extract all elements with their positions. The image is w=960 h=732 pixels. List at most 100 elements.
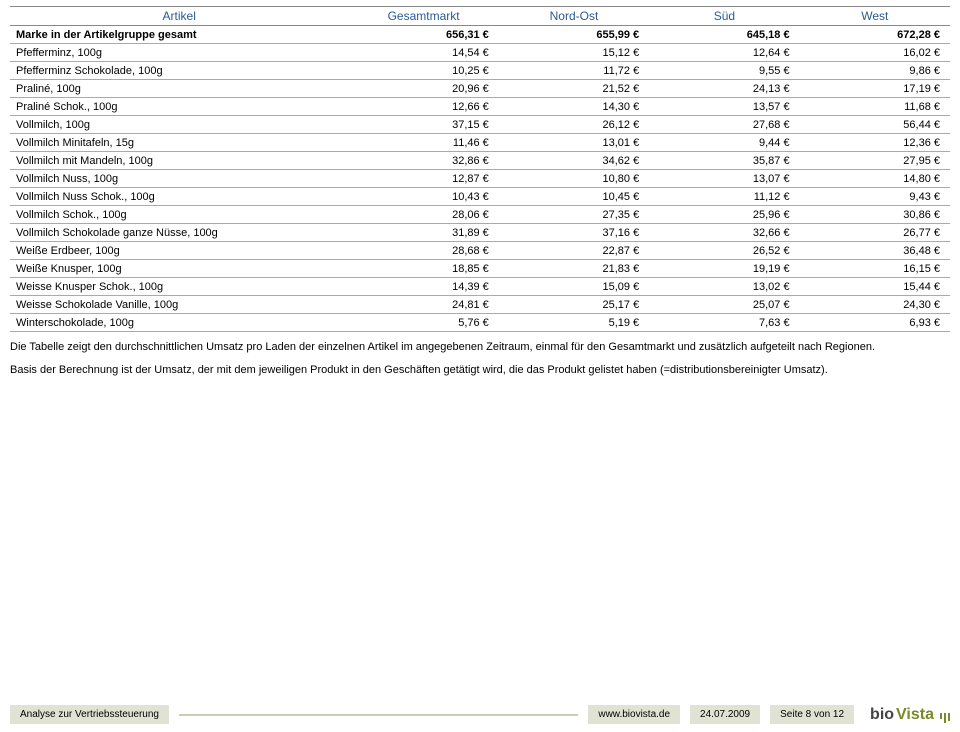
cell-value: 20,96 € [348,80,498,98]
cell-value: 9,43 € [800,188,950,206]
cell-value: 12,64 € [649,44,799,62]
table-row: Marke in der Artikelgruppe gesamt656,31 … [10,26,950,44]
logo-bars-icon [940,713,950,723]
cell-artikel: Vollmilch Nuss Schok., 100g [10,188,348,206]
cell-value: 28,06 € [348,206,498,224]
cell-value: 12,66 € [348,98,498,116]
cell-value: 5,76 € [348,314,498,332]
cell-value: 26,77 € [800,224,950,242]
cell-value: 19,19 € [649,260,799,278]
footer-separator [179,714,578,716]
cell-value: 13,01 € [499,134,649,152]
cell-value: 9,86 € [800,62,950,80]
cell-value: 36,48 € [800,242,950,260]
cell-value: 10,45 € [499,188,649,206]
cell-value: 10,80 € [499,170,649,188]
cell-value: 16,15 € [800,260,950,278]
cell-artikel: Vollmilch Minitafeln, 15g [10,134,348,152]
page-footer: Analyse zur Vertriebssteuerung www.biovi… [10,705,950,724]
cell-value: 32,86 € [348,152,498,170]
footer-page: Seite 8 von 12 [770,705,854,724]
cell-value: 56,44 € [800,116,950,134]
cell-value: 14,54 € [348,44,498,62]
table-row: Praliné Schok., 100g12,66 €14,30 €13,57 … [10,98,950,116]
cell-value: 11,12 € [649,188,799,206]
table-header-row: Artikel Gesamtmarkt Nord-Ost Süd West [10,7,950,26]
cell-value: 10,43 € [348,188,498,206]
cell-value: 9,55 € [649,62,799,80]
cell-value: 14,80 € [800,170,950,188]
table-row: Weisse Knusper Schok., 100g14,39 €15,09 … [10,278,950,296]
cell-value: 32,66 € [649,224,799,242]
cell-artikel: Praliné Schok., 100g [10,98,348,116]
cell-value: 21,83 € [499,260,649,278]
cell-value: 24,13 € [649,80,799,98]
cell-artikel: Weiße Erdbeer, 100g [10,242,348,260]
cell-artikel: Vollmilch Nuss, 100g [10,170,348,188]
cell-value: 14,30 € [499,98,649,116]
cell-artikel: Vollmilch, 100g [10,116,348,134]
cell-value: 27,95 € [800,152,950,170]
footer-url: www.biovista.de [588,705,680,724]
table-row: Vollmilch, 100g37,15 €26,12 €27,68 €56,4… [10,116,950,134]
cell-value: 18,85 € [348,260,498,278]
cell-value: 25,17 € [499,296,649,314]
table-row: Weiße Erdbeer, 100g28,68 €22,87 €26,52 €… [10,242,950,260]
note-paragraph: Die Tabelle zeigt den durchschnittlichen… [10,340,950,355]
cell-artikel: Weisse Knusper Schok., 100g [10,278,348,296]
logo-text-vista: Vista [896,706,934,724]
cell-value: 30,86 € [800,206,950,224]
table-row: Vollmilch Nuss Schok., 100g10,43 €10,45 … [10,188,950,206]
cell-value: 672,28 € [800,26,950,44]
cell-value: 27,68 € [649,116,799,134]
cell-value: 27,35 € [499,206,649,224]
table-row: Vollmilch Minitafeln, 15g11,46 €13,01 €9… [10,134,950,152]
cell-value: 16,02 € [800,44,950,62]
cell-value: 12,36 € [800,134,950,152]
cell-value: 21,52 € [499,80,649,98]
cell-value: 26,12 € [499,116,649,134]
cell-value: 37,15 € [348,116,498,134]
cell-value: 34,62 € [499,152,649,170]
sales-table: Artikel Gesamtmarkt Nord-Ost Süd West Ma… [10,6,950,332]
col-gesamtmarkt: Gesamtmarkt [348,7,498,26]
notes-block: Die Tabelle zeigt den durchschnittlichen… [10,340,950,378]
table-row: Vollmilch Nuss, 100g12,87 €10,80 €13,07 … [10,170,950,188]
cell-artikel: Weisse Schokolade Vanille, 100g [10,296,348,314]
table-row: Praliné, 100g20,96 €21,52 €24,13 €17,19 … [10,80,950,98]
cell-artikel: Winterschokolade, 100g [10,314,348,332]
cell-value: 22,87 € [499,242,649,260]
table-row: Pfefferminz, 100g14,54 €15,12 €12,64 €16… [10,44,950,62]
col-sued: Süd [649,7,799,26]
cell-value: 15,09 € [499,278,649,296]
cell-value: 35,87 € [649,152,799,170]
cell-artikel: Weiße Knusper, 100g [10,260,348,278]
cell-value: 11,68 € [800,98,950,116]
cell-value: 6,93 € [800,314,950,332]
table-row: Weiße Knusper, 100g18,85 €21,83 €19,19 €… [10,260,950,278]
table-row: Vollmilch Schok., 100g28,06 €27,35 €25,9… [10,206,950,224]
cell-value: 15,44 € [800,278,950,296]
biovista-logo: bioVista [864,706,950,724]
cell-artikel: Pfefferminz, 100g [10,44,348,62]
cell-artikel: Vollmilch mit Mandeln, 100g [10,152,348,170]
table-row: Pfefferminz Schokolade, 100g10,25 €11,72… [10,62,950,80]
table-row: Weisse Schokolade Vanille, 100g24,81 €25… [10,296,950,314]
cell-value: 25,96 € [649,206,799,224]
cell-value: 13,02 € [649,278,799,296]
cell-value: 5,19 € [499,314,649,332]
cell-value: 31,89 € [348,224,498,242]
table-row: Vollmilch mit Mandeln, 100g32,86 €34,62 … [10,152,950,170]
cell-value: 24,30 € [800,296,950,314]
cell-value: 655,99 € [499,26,649,44]
cell-value: 9,44 € [649,134,799,152]
cell-value: 24,81 € [348,296,498,314]
cell-value: 10,25 € [348,62,498,80]
footer-date: 24.07.2009 [690,705,760,724]
cell-value: 17,19 € [800,80,950,98]
cell-value: 11,46 € [348,134,498,152]
cell-artikel: Vollmilch Schokolade ganze Nüsse, 100g [10,224,348,242]
footer-title: Analyse zur Vertriebssteuerung [10,705,169,724]
cell-value: 645,18 € [649,26,799,44]
cell-value: 11,72 € [499,62,649,80]
